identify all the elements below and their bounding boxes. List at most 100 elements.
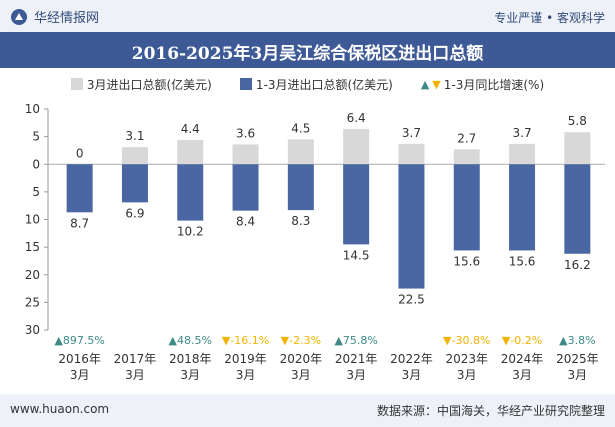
- x-tick-label-year: 2020年: [280, 352, 323, 366]
- bar-ytd: [287, 164, 314, 211]
- bar-march: [509, 143, 536, 165]
- bar-march: [232, 144, 259, 165]
- legend-label-growth: 1-3月同比增速(%): [443, 77, 545, 92]
- footer-source: 数据来源：中国海关，华经产业研究院整理: [376, 404, 605, 418]
- up-triangle-icon: ▲: [54, 334, 63, 347]
- legend-swatch-blue: [239, 78, 252, 90]
- down-triangle-icon: ▼: [222, 334, 231, 347]
- x-tick-label-year: 2023年: [445, 352, 488, 366]
- x-tick-label-month: 3月: [180, 368, 200, 382]
- data-label-march: 6.4: [347, 111, 366, 125]
- data-label-ytd: 16.2: [564, 258, 591, 272]
- x-tick-label-month: 3月: [568, 368, 588, 382]
- chart-plot: 10505101520253008.7▲897.5%2016年3月3.16.92…: [25, 102, 605, 382]
- growth-label: ▼-30.8%: [443, 334, 490, 347]
- growth-label: ▼-16.1%: [222, 334, 269, 347]
- bar-ytd: [564, 164, 591, 254]
- growth-value: -2.3%: [289, 334, 321, 347]
- legend-swatch-gray: [70, 78, 83, 90]
- x-tick-label-year: 2019年: [224, 352, 267, 366]
- up-triangle-icon: ▲: [334, 334, 343, 347]
- bar-ytd: [66, 164, 93, 213]
- growth-value: 75.8%: [343, 334, 378, 347]
- top-bar: 华经情报网 专业严谨 • 客观科学: [0, 0, 615, 32]
- bar-march: [177, 139, 204, 165]
- down-triangle-icon: ▼: [432, 77, 441, 91]
- bar-march: [564, 132, 591, 165]
- title-bar: 2016-2025年3月吴江综合保税区进出口总额: [0, 32, 615, 68]
- legend-label-march: 3月进出口总额(亿美元): [86, 77, 212, 92]
- chart-title: 2016-2025年3月吴江综合保税区进出口总额: [131, 44, 484, 64]
- data-label-ytd: 8.3: [291, 214, 310, 228]
- data-label-march: 4.4: [181, 122, 200, 136]
- data-label-ytd: 10.2: [177, 225, 204, 239]
- growth-value: -0.2%: [510, 334, 542, 347]
- y-tick-label: 10: [25, 102, 40, 116]
- x-tick-label-month: 3月: [457, 368, 477, 382]
- data-label-march: 5.8: [568, 114, 587, 128]
- data-label-ytd: 6.9: [125, 206, 144, 220]
- growth-value: 897.5%: [63, 334, 105, 347]
- x-tick-label-month: 3月: [236, 368, 256, 382]
- bar-ytd: [453, 164, 480, 251]
- growth-value: 48.5%: [177, 334, 212, 347]
- data-label-ytd: 22.5: [398, 293, 425, 307]
- x-tick-label-year: 2021年: [335, 352, 378, 366]
- growth-value: -16.1%: [230, 334, 269, 347]
- up-triangle-icon: ▲: [559, 334, 568, 347]
- data-label-march: 3.7: [513, 126, 532, 140]
- x-tick-label-month: 3月: [291, 368, 311, 382]
- data-label-march: 2.7: [457, 131, 476, 145]
- brand: 华经情报网: [10, 7, 99, 26]
- bar-ytd: [232, 164, 259, 211]
- data-label-march: 3.7: [402, 126, 421, 140]
- y-tick-label: 0: [32, 157, 40, 171]
- up-triangle-icon: ▲: [169, 334, 178, 347]
- legend-item-growth: ▲ ▼ 1-3月同比增速(%): [421, 76, 544, 93]
- x-tick-label-year: 2025年: [556, 352, 599, 366]
- growth-value: 3.8%: [568, 334, 596, 347]
- bar-march: [453, 149, 480, 165]
- data-label-ytd: 15.6: [453, 254, 480, 268]
- slogan: 专业严谨 • 客观科学: [494, 11, 605, 25]
- y-tick-label: 25: [25, 295, 40, 309]
- y-tick-label: 10: [25, 213, 40, 227]
- legend: 3月进出口总额(亿美元) 1-3月进出口总额(亿美元) ▲ ▼ 1-3月同比增速…: [0, 74, 615, 94]
- data-label-ytd: 8.4: [236, 215, 255, 229]
- growth-label: ▲3.8%: [559, 334, 595, 347]
- data-label-ytd: 15.6: [509, 254, 536, 268]
- x-tick-label-year: 2024年: [501, 352, 544, 366]
- y-tick-label: 5: [32, 130, 40, 144]
- y-tick-label: 30: [25, 323, 40, 337]
- data-label-ytd: 14.5: [343, 248, 370, 262]
- data-label-march: 3.6: [236, 126, 255, 140]
- growth-label: ▲75.8%: [334, 334, 377, 347]
- x-tick-label-year: 2018年: [169, 352, 212, 366]
- x-tick-label-month: 3月: [346, 368, 366, 382]
- growth-value: -30.8%: [452, 334, 491, 347]
- legend-label-ytd: 1-3月进出口总额(亿美元): [255, 77, 393, 92]
- bar-march: [343, 128, 370, 165]
- up-triangle-icon: ▲: [420, 77, 430, 91]
- bar-ytd: [343, 164, 370, 245]
- x-tick-label-year: 2016年: [58, 352, 101, 366]
- footer: www.huaon.com 数据来源：中国海关，华经产业研究院整理: [0, 394, 615, 427]
- legend-item-march: 3月进出口总额(亿美元): [70, 76, 212, 93]
- x-tick-label-month: 3月: [512, 368, 532, 382]
- growth-label: ▲897.5%: [54, 334, 104, 347]
- down-triangle-icon: ▼: [281, 334, 290, 347]
- bar-march: [287, 139, 314, 165]
- down-triangle-icon: ▼: [443, 334, 452, 347]
- x-tick-label-year: 2017年: [114, 352, 157, 366]
- growth-label: ▼-2.3%: [281, 334, 321, 347]
- data-label-march: 3.1: [125, 129, 144, 143]
- brand-name: 华经情报网: [34, 11, 100, 26]
- growth-label: ▼-0.2%: [502, 334, 542, 347]
- bar-ytd: [121, 164, 148, 203]
- x-tick-label-month: 3月: [70, 368, 90, 382]
- footer-site: www.huaon.com: [10, 402, 110, 416]
- legend-item-ytd: 1-3月进出口总额(亿美元): [239, 76, 393, 93]
- data-label-march: 4.5: [291, 121, 310, 135]
- y-tick-label: 20: [25, 268, 40, 282]
- huajing-logo-icon: [11, 8, 27, 25]
